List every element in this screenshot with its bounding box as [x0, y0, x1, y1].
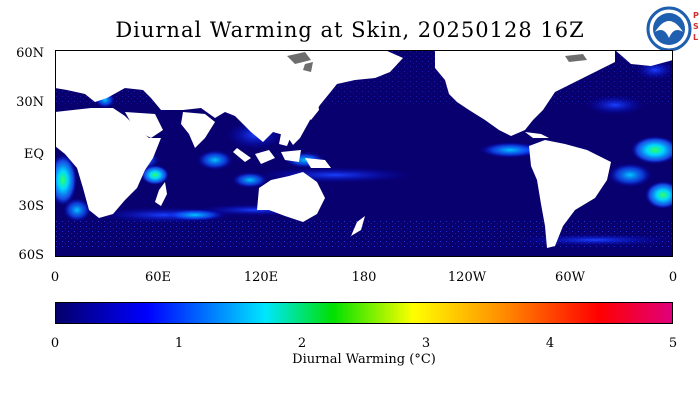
lat-label-60s: 60S — [18, 248, 44, 263]
colorbar-tick-4: 4 — [545, 336, 555, 351]
colorbar-tick-3: 3 — [421, 336, 431, 351]
lat-label-30s: 30S — [18, 199, 44, 214]
land — [55, 50, 673, 248]
lon-label-120e: 120E — [243, 270, 279, 285]
lon-label-60e: 60E — [144, 270, 172, 285]
noaa-logo — [646, 6, 700, 52]
colorbar-tick-2: 2 — [297, 336, 307, 351]
colorbar-tick-0: 0 — [50, 336, 60, 351]
colorbar-tick-5: 5 — [668, 336, 678, 351]
colorbar — [55, 302, 673, 324]
lon-label-120w: 120W — [447, 270, 487, 285]
map-title: Diurnal Warming at Skin, 20250128 16Z — [115, 18, 585, 42]
diurnal-warming-map — [49, 50, 681, 257]
lat-label-30n: 30N — [16, 95, 44, 110]
sea-ice — [287, 52, 587, 72]
lon-label-180: 180 — [351, 270, 377, 285]
lat-label-60n: 60N — [16, 46, 44, 61]
colorbar-label: Diurnal Warming (°C) — [292, 352, 436, 367]
colorbar-tick-1: 1 — [174, 336, 184, 351]
lon-label-60w: 60W — [555, 270, 585, 285]
lon-label-0-east: 0 — [668, 270, 678, 285]
lat-label-eq: EQ — [23, 147, 44, 162]
lon-label-0: 0 — [50, 270, 60, 285]
